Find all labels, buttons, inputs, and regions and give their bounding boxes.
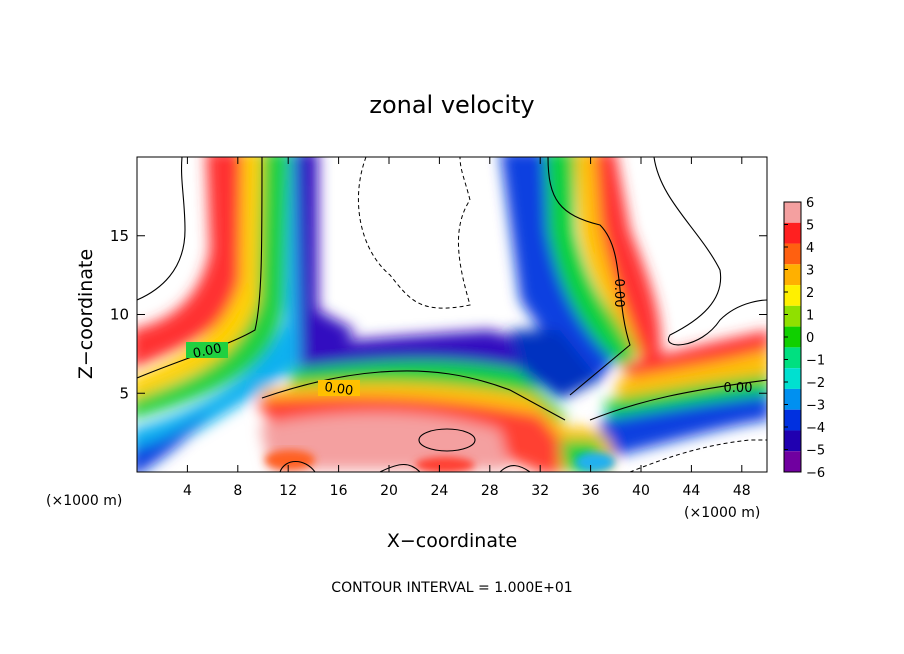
colorbar-tick-label: −5 — [806, 444, 825, 459]
x-tick-label: 32 — [531, 483, 549, 499]
heatmap-field — [137, 157, 767, 472]
colorbar-tick-label: 6 — [806, 196, 814, 211]
x-tick-label: 40 — [632, 483, 650, 499]
colorbar-tick-label: −2 — [806, 376, 825, 391]
y-tick-label: 5 — [119, 384, 129, 402]
x-tick-label: 24 — [430, 483, 448, 499]
chart-title: zonal velocity — [369, 91, 534, 119]
x-tick-label: 28 — [481, 483, 499, 499]
colorbar-tick-label: −3 — [806, 399, 825, 414]
x-unit-right: (×1000 m) — [684, 505, 760, 521]
colorbar-swatch — [784, 264, 801, 286]
x-axis-label: X−coordinate — [387, 530, 517, 552]
x-tick-label: 36 — [582, 483, 600, 499]
y-tick-label: 10 — [110, 306, 129, 324]
x-tick-label: 12 — [279, 483, 297, 499]
x-unit-left: (×1000 m) — [46, 493, 122, 509]
x-axis: 4 8 12 16 20 24 28 32 36 40 44 48 — [183, 157, 751, 499]
colorbar-swatch — [784, 326, 801, 348]
colorbar-swatch — [784, 305, 801, 327]
x-tick-label: 44 — [682, 483, 700, 499]
colorbar-tick-label: 0 — [806, 331, 814, 346]
contour-labels: 0.00 0.00 0.00 0.00 — [186, 279, 752, 399]
colorbar-tick-label: 1 — [806, 309, 814, 324]
footer-contour-interval: CONTOUR INTERVAL = 1.000E+01 — [331, 580, 572, 596]
y-tick-label: 15 — [110, 227, 129, 245]
colorbar-swatch — [784, 430, 801, 452]
colorbar-tick-label: 4 — [806, 241, 814, 256]
colorbar-swatch — [784, 368, 801, 389]
y-axis: 5 10 15 — [110, 227, 767, 402]
x-tick-label: 16 — [330, 483, 348, 499]
contour-label-1: 0.00 — [192, 341, 223, 362]
contour-label-2: 0.00 — [323, 380, 354, 399]
x-tick-label: 48 — [733, 483, 751, 499]
contour-label-4: 0.00 — [724, 381, 753, 396]
colorbar-swatch — [784, 243, 801, 265]
colorbar-tick-label: −1 — [806, 354, 825, 369]
x-tick-label: 4 — [183, 483, 192, 499]
colorbar-swatch — [784, 202, 801, 223]
colorbar-tick-label: −6 — [806, 466, 825, 481]
colorbar-swatch — [784, 409, 801, 431]
colorbar-tick-label: 3 — [806, 264, 814, 279]
y-axis-label: Z−coordinate — [75, 249, 97, 379]
colorbar-swatch — [784, 388, 801, 410]
colorbar-swatch — [784, 222, 801, 244]
colorbar-swatch — [784, 347, 801, 369]
x-tick-label: 20 — [380, 483, 398, 499]
colorbar-tick-label: 5 — [806, 219, 814, 234]
x-tick-label: 8 — [233, 483, 242, 499]
colorbar-swatch — [784, 285, 801, 306]
colorbar: 6 5 4 3 2 1 0 −1 −2 −3 −4 −5 −6 — [783, 196, 825, 481]
contour-label-3: 0.00 — [611, 279, 626, 308]
colorbar-tick-label: −4 — [806, 421, 825, 436]
colorbar-swatch — [784, 451, 801, 472]
colorbar-tick-label: 2 — [806, 286, 814, 301]
